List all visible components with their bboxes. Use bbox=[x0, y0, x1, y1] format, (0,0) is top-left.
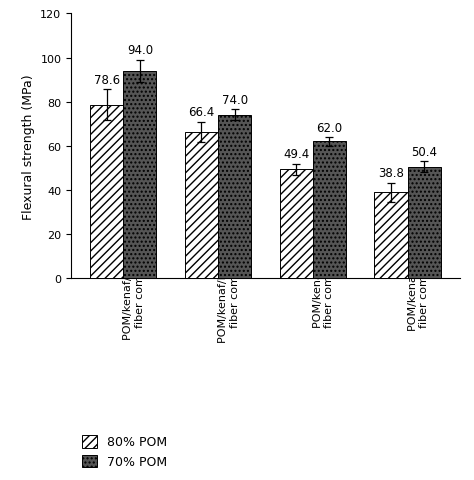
Bar bbox=[185, 132, 218, 278]
Text: 62.0: 62.0 bbox=[316, 121, 343, 134]
Text: 74.0: 74.0 bbox=[221, 94, 248, 107]
Bar bbox=[90, 106, 123, 278]
Bar bbox=[374, 193, 408, 278]
Bar bbox=[280, 170, 313, 278]
Text: 49.4: 49.4 bbox=[283, 148, 310, 161]
Text: 50.4: 50.4 bbox=[411, 146, 437, 159]
Text: 78.6: 78.6 bbox=[93, 74, 120, 87]
Legend: 80% POM, 70% POM: 80% POM, 70% POM bbox=[77, 430, 173, 473]
Text: 66.4: 66.4 bbox=[188, 106, 215, 119]
Bar bbox=[218, 116, 251, 278]
Bar bbox=[408, 168, 441, 278]
Text: 94.0: 94.0 bbox=[127, 44, 153, 57]
Y-axis label: Flexural strength (MPa): Flexural strength (MPa) bbox=[22, 74, 35, 219]
Bar bbox=[313, 142, 346, 278]
Bar bbox=[123, 72, 156, 278]
Text: 38.8: 38.8 bbox=[378, 167, 404, 180]
